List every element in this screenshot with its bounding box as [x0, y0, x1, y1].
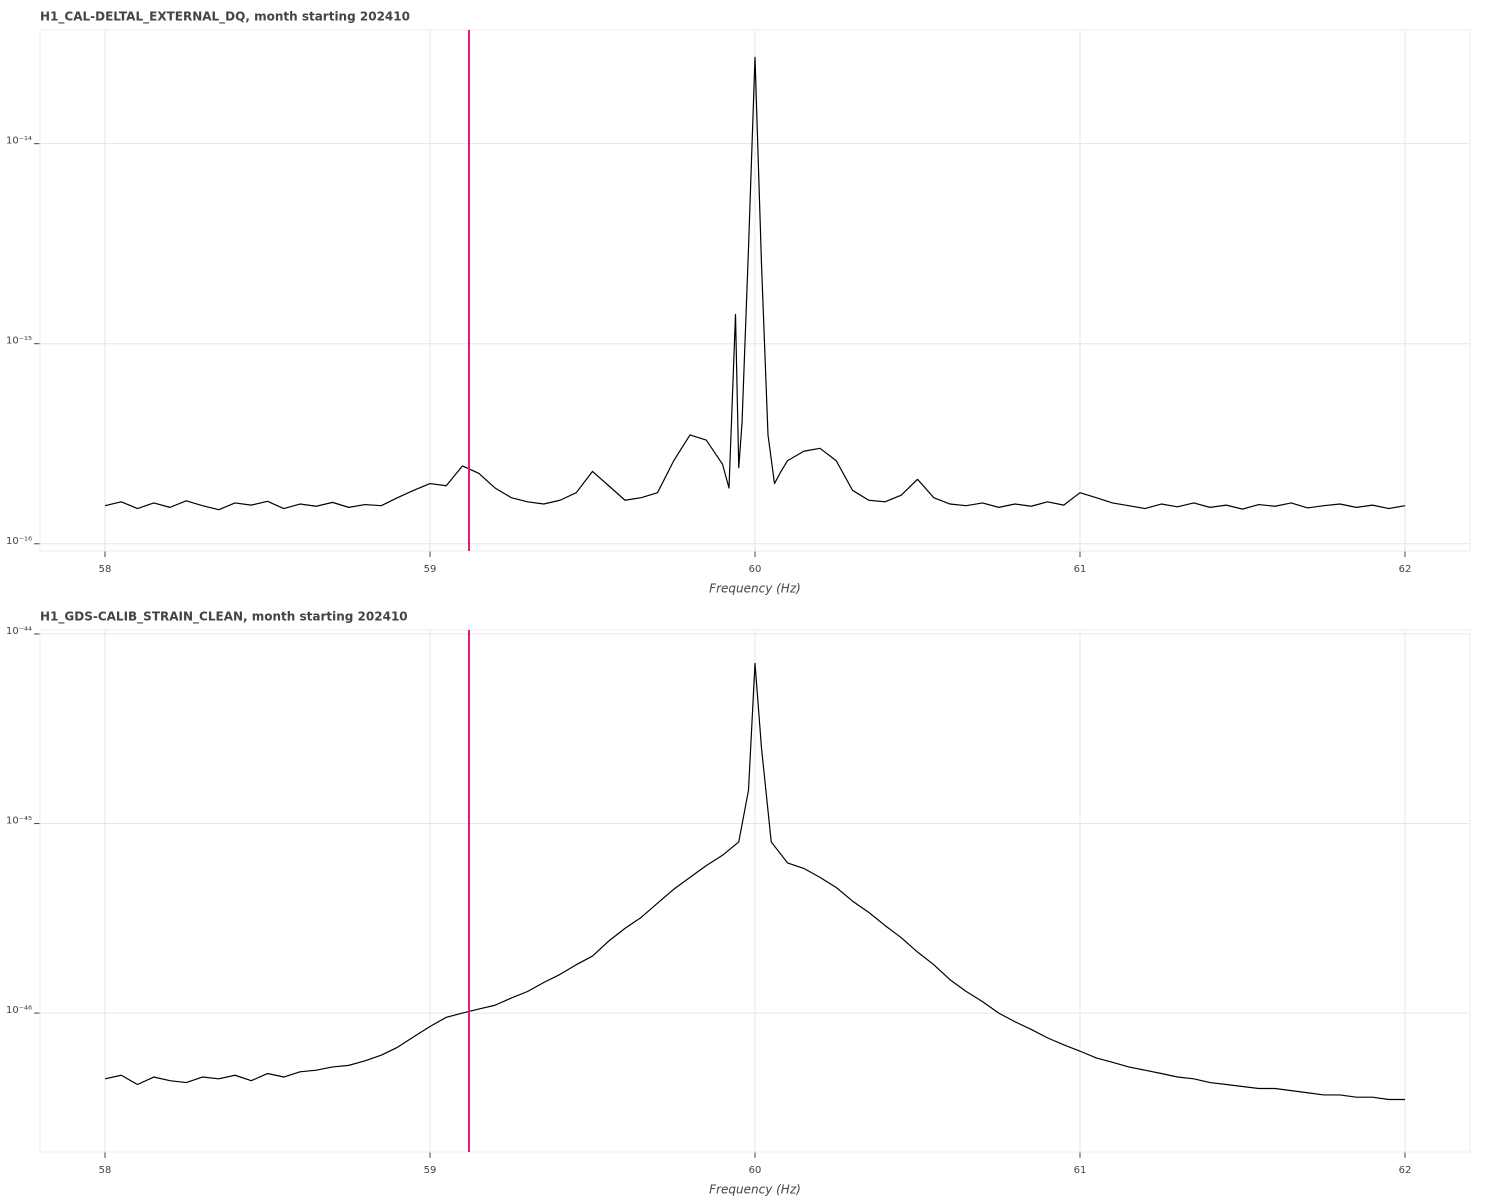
spectrum-line — [104, 56, 1406, 511]
y-tick-label: 10⁻⁴⁵ — [6, 816, 32, 827]
chart: H1_GDS-CALIB_STRAIN_CLEAN, month startin… — [6, 610, 1471, 1197]
x-tick-label: 61 — [1074, 564, 1087, 575]
chart: H1_CAL-DELTAL_EXTERNAL_DQ, month startin… — [6, 10, 1471, 596]
chart-title: H1_CAL-DELTAL_EXTERNAL_DQ, month startin… — [40, 10, 410, 25]
plot-border — [39, 629, 1471, 1153]
plot-border — [39, 29, 1471, 552]
x-tick-label: 59 — [424, 1165, 437, 1176]
x-axis-label: Frequency (Hz) — [709, 1183, 801, 1197]
y-tick-label: 10⁻⁴⁶ — [6, 1005, 32, 1016]
x-tick-label: 62 — [1399, 1165, 1412, 1176]
x-tick-label: 60 — [749, 564, 762, 575]
x-tick-label: 58 — [99, 1165, 112, 1176]
x-axis-label: Frequency (Hz) — [709, 582, 801, 596]
x-tick-label: 58 — [99, 564, 112, 575]
x-tick-label: 60 — [749, 1165, 762, 1176]
y-tick-label: 10⁻¹⁵ — [6, 336, 32, 347]
chart-title: H1_GDS-CALIB_STRAIN_CLEAN, month startin… — [40, 610, 408, 625]
x-tick-label: 62 — [1399, 564, 1412, 575]
spectrum-line — [104, 662, 1405, 1101]
x-tick-label: 59 — [424, 564, 437, 575]
y-tick-label: 10⁻⁴⁴ — [6, 626, 32, 637]
y-tick-label: 10⁻¹⁴ — [6, 136, 32, 147]
x-tick-label: 61 — [1074, 1165, 1087, 1176]
y-tick-label: 10⁻¹⁶ — [6, 536, 32, 547]
